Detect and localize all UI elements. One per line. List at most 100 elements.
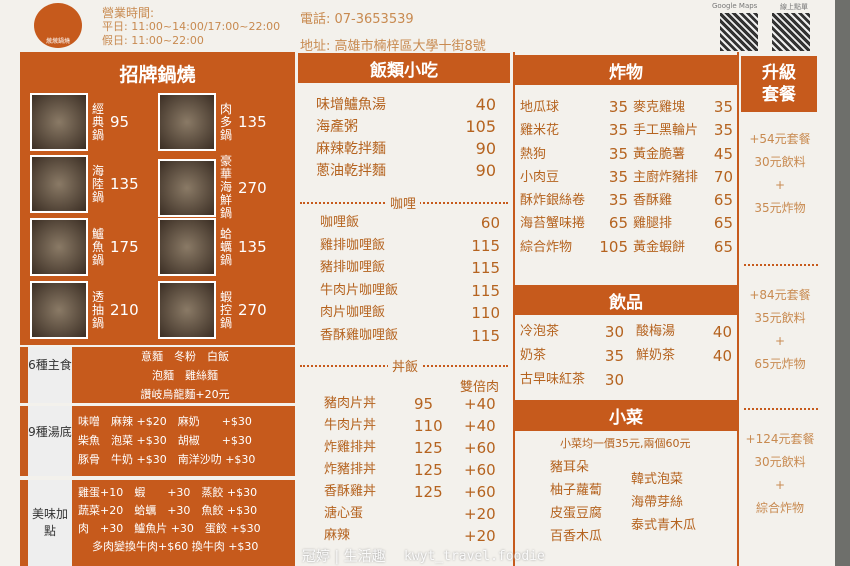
item-price: 125 [414,461,443,479]
item-name: 麻辣乾拌麵 [316,141,386,157]
menu-item: 豬肉片丼 95 +40 [324,393,504,415]
staples-line: 讚岐烏龍麵+20元 [140,388,230,401]
column-border [513,52,739,566]
addons-list: 雞蛋+10 蝦 +30 蒸餃 +$30 蔬菜+20 蛤蠣 +30 魚餃 +$30… [78,484,261,556]
menu-item: 酸梅湯 40 [636,320,732,344]
menu-item: 炸豬排丼 125 +60 [324,459,504,481]
online-order-label: 線上點單 [780,3,808,11]
item-name: 熱狗 [520,146,547,162]
item-name: 雞米花 [520,123,560,139]
menu-item: 黃金脆薯 45 [633,143,733,166]
hotpot-price: 135 [238,238,267,256]
menu-item: 咖哩飯 60 [320,212,500,235]
soup-line: 柴魚 泡菜 +$30 胡椒 +$30 [78,434,252,447]
item-price: 35 [608,144,628,163]
maps-qr-code[interactable] [720,13,758,51]
combo-a: 30元飲料 [754,155,806,169]
item-name: 豬排咖哩飯 [320,260,386,275]
hotpot-photo [158,281,216,339]
menu-item: 味增鱸魚湯 40 [316,94,496,116]
item-extra: +60 [464,461,496,479]
addon-line: 肉 +30 鱸魚片 +30 蛋餃 +$30 [78,522,261,535]
combo-b: 65元炸物 [754,357,806,371]
soup-line: 豚骨 牛奶 +$30 南洋沙叻 +$30 [78,453,256,466]
item-price: 65 [608,214,628,233]
item-name: 肉片咖哩飯 [320,305,386,320]
rice-title: 飯類小吃 [298,53,510,83]
menu-item: 地瓜球 35 [520,96,628,119]
item-extra: +40 [464,417,496,435]
maps-label: Google Maps [712,2,758,10]
menu-item: 雞排咖哩飯 115 [320,235,500,258]
combo-price: +124元套餐 [745,432,815,446]
staples-label: 6種主食 [28,347,72,403]
item-price: 45 [713,144,733,163]
menu-item: 冷泡茶 30 [520,320,624,344]
hotpot-price: 175 [110,238,139,256]
menu-item: 古早味紅茶 30 [520,368,624,392]
item-price: 110 [471,304,500,322]
combo-a: 35元飲料 [754,311,806,325]
item-name: 地瓜球 [520,100,560,115]
menu-item: 雞腿排 65 [633,212,733,235]
item-name: 蔥油乾拌麵 [316,163,386,179]
item-name: 味增鱸魚湯 [316,97,386,113]
item-name: 麻辣 [324,528,351,543]
menu-item: 泰式青木瓜 [631,518,697,533]
drinks-list-right: 酸梅湯 40 鮮奶茶 40 [636,320,732,368]
sides-list-right: 韓式泡菜 海帶芽絲 泰式青木瓜 [631,468,696,537]
hotpot-photo [30,93,88,151]
item-price: 35 [608,167,628,186]
hotpot-price: 210 [110,301,139,319]
staples-line: 泡麵 雞絲麵 [152,369,218,382]
hotpot-price: 270 [238,301,267,319]
item-price: 115 [471,236,500,255]
item-name: 鮮奶茶 [636,348,676,363]
hotpot-item: 海陸鍋 135 [30,155,139,213]
menu-item: 海苔蟹味捲 65 [520,212,628,235]
item-name: 小肉豆 [520,169,560,185]
hotpot-name: 海陸鍋 [92,163,105,204]
hotpot-name: 蛤蠣鍋 [220,226,233,267]
hotpot-title: 招牌鍋燒 [119,63,196,86]
hotpot-item: 蝦控鍋 270 [158,281,267,339]
item-name: 奶茶 [520,348,547,363]
item-price: 70 [713,167,733,186]
item-name: 牛肉片丼 [324,418,377,433]
item-price: 115 [471,281,500,300]
item-name: 主廚炸豬排 [633,169,699,185]
item-name: 酸梅湯 [636,324,676,339]
order-qr-code[interactable] [772,13,810,51]
hotpot-photo [158,218,216,276]
hotpot-photo [30,218,88,276]
item-price [414,503,464,525]
menu-item: 柚子蘿蔔 [550,483,603,498]
item-extra: +60 [464,439,496,457]
item-price: 65 [713,214,733,233]
curry-list: 咖哩飯 60 雞排咖哩飯 115 豬排咖哩飯 115 牛肉片咖哩飯 115 肉片咖哩飯 110 香酥… [320,212,500,347]
hotpot-item: 豪華海鮮鍋 270 [158,155,267,220]
item-price: 60 [480,214,500,232]
combo-plus: + [774,478,786,492]
menu-item: 酥炸銀絲卷 35 [520,189,628,212]
menu-item: 溏心蛋 +20 [324,503,504,525]
item-name: 豬肉片丼 [324,396,377,411]
combo-set: +54元套餐 30元飲料 +35元炸物 [741,128,819,220]
hotpot-item: 蛤蠣鍋 135 [158,218,267,276]
item-name: 手工黑輪片 [633,123,699,139]
hotpot-name: 肉多鍋 [220,101,233,142]
sides-title: 小菜 [515,400,737,431]
addon-line: 雞蛋+10 蝦 +30 蒸餃 +$30 [78,486,258,499]
menu-item: 熱狗 35 [520,143,628,166]
menu-item: 奶茶 35 [520,344,624,368]
item-name: 咖哩飯 [320,215,360,230]
item-name: 牛肉片咖哩飯 [320,282,399,298]
soups-label: 9種湯底 [28,406,72,476]
menu-item: 麥克雞塊 35 [633,96,733,119]
item-price: 65 [713,237,733,256]
hotpot-photo [30,281,88,339]
menu-item: 香酥雞 65 [633,189,733,212]
combo-plus: + [774,178,786,192]
item-price: 65 [713,191,733,210]
menu-item: 蔥油乾拌麵 90 [316,160,496,182]
